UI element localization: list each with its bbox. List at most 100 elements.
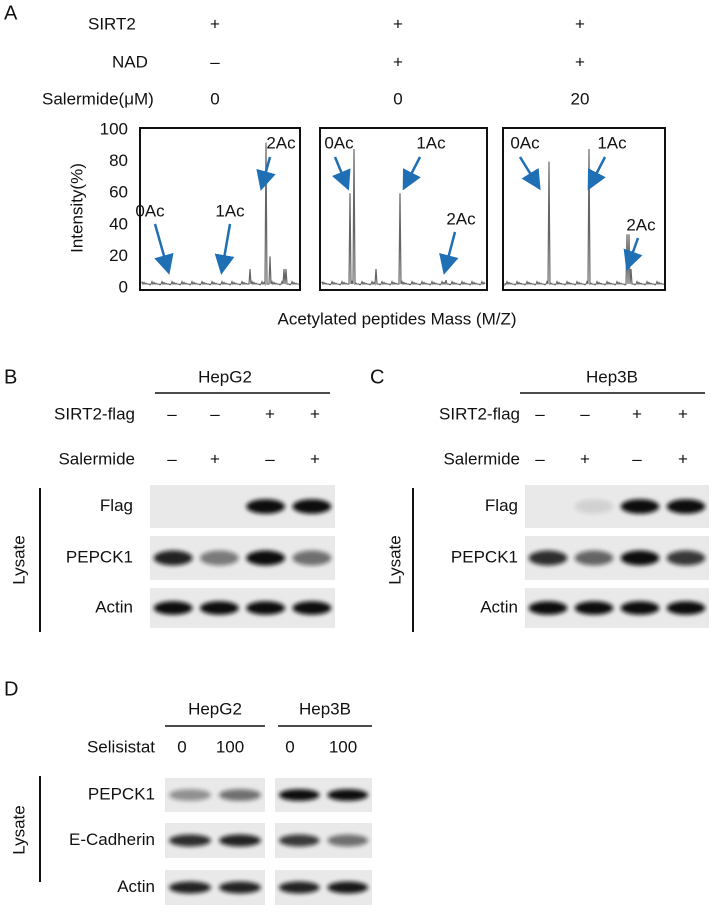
blot-label: Actin <box>117 877 155 896</box>
y-tick-label: 80 <box>109 151 128 170</box>
cell-line-label: Hep3B <box>586 367 638 386</box>
peak-label: 2Ac <box>446 209 476 228</box>
band <box>292 499 332 514</box>
condition-value: + <box>632 404 642 423</box>
condition-value: + <box>575 52 585 71</box>
band <box>666 601 706 615</box>
band <box>219 834 261 847</box>
blot-label: PEPCK1 <box>66 547 133 566</box>
blot-label: Actin <box>95 597 133 616</box>
condition-value: – <box>210 52 220 71</box>
condition-value: 100 <box>216 737 244 756</box>
blot-label: PEPCK1 <box>451 547 518 566</box>
peak-arrow <box>402 156 422 191</box>
panel-label: B <box>4 366 17 388</box>
peak-arrow <box>256 156 276 191</box>
x-axis-label: Acetylated peptides Mass (M/Z) <box>277 309 516 328</box>
peak-label: 1Ac <box>215 201 245 220</box>
blot-label: Flag <box>485 496 518 515</box>
peak-label: 2Ac <box>266 133 296 152</box>
condition-label: NAD <box>112 52 148 71</box>
condition-value: + <box>678 404 688 423</box>
band <box>246 601 286 615</box>
condition-value: 0 <box>177 737 186 756</box>
condition-value: 0 <box>393 89 402 108</box>
condition-value: – <box>632 449 642 468</box>
band <box>278 881 320 894</box>
condition-label: Salermide <box>443 449 520 468</box>
cell-line-label: Hep3B <box>299 699 351 718</box>
condition-value: + <box>265 404 275 423</box>
condition-value: + <box>310 449 320 468</box>
band <box>199 601 239 615</box>
band <box>169 881 211 894</box>
blot-label: PEPCK1 <box>88 784 155 803</box>
condition-value: – <box>167 404 177 423</box>
condition-value: + <box>210 14 220 33</box>
condition-value: + <box>310 404 320 423</box>
band <box>574 499 614 514</box>
band <box>278 834 320 847</box>
spectrum-frame <box>502 127 666 291</box>
y-tick-label: 60 <box>109 183 128 202</box>
peak-arrow <box>153 223 174 275</box>
band <box>219 789 261 801</box>
peak-arrow <box>332 156 351 191</box>
spectrum-trace <box>321 148 486 286</box>
band <box>620 499 660 514</box>
peak-arrow <box>439 231 459 275</box>
y-tick-label: 100 <box>100 119 128 138</box>
band <box>620 601 660 615</box>
band <box>327 789 369 801</box>
band <box>169 834 211 847</box>
condition-value: + <box>580 449 590 468</box>
peak-arrow <box>623 237 643 271</box>
condition-value: 20 <box>571 89 590 108</box>
band <box>574 601 614 615</box>
peak-arrow <box>214 223 235 275</box>
band <box>327 834 369 847</box>
condition-value: – <box>167 449 177 468</box>
cell-line-label: HepG2 <box>198 367 252 386</box>
blot-label: E-Cadherin <box>69 830 155 849</box>
condition-label: Selisistat <box>87 737 155 756</box>
band <box>666 499 706 514</box>
band <box>666 550 706 566</box>
band <box>292 550 332 566</box>
condition-value: + <box>393 14 403 33</box>
band <box>528 601 568 615</box>
band <box>246 550 286 566</box>
group-label: Lysate <box>9 805 28 854</box>
condition-label: SIRT2 <box>88 14 136 33</box>
condition-label: SIRT2-flag <box>54 404 135 423</box>
band <box>153 601 193 615</box>
peak-arrow <box>587 156 607 191</box>
condition-value: 0 <box>210 89 219 108</box>
panel-label: C <box>370 366 384 388</box>
spectrum-trace <box>141 142 299 287</box>
group-label: Lysate <box>385 535 404 584</box>
band <box>278 789 320 801</box>
condition-value: + <box>678 449 688 468</box>
band <box>528 550 568 566</box>
condition-value: – <box>535 449 545 468</box>
peak-arrow <box>518 156 541 191</box>
y-axis-label: Intensity(%) <box>67 163 86 253</box>
y-tick-label: 40 <box>109 214 128 233</box>
group-label: Lysate <box>9 535 28 584</box>
band <box>219 881 261 894</box>
blot-label: Actin <box>480 597 518 616</box>
y-tick-label: 0 <box>119 277 128 296</box>
condition-value: + <box>210 449 220 468</box>
panel-label: A <box>4 2 18 24</box>
band <box>246 499 286 514</box>
band <box>199 550 239 566</box>
band <box>620 550 660 566</box>
condition-value: + <box>575 14 585 33</box>
band <box>574 550 614 566</box>
condition-value: – <box>535 404 545 423</box>
peak-label: 0Ac <box>135 201 165 220</box>
y-tick-label: 20 <box>109 246 128 265</box>
condition-label: Salermide(μM) <box>42 89 154 108</box>
condition-label: Salermide <box>58 449 135 468</box>
